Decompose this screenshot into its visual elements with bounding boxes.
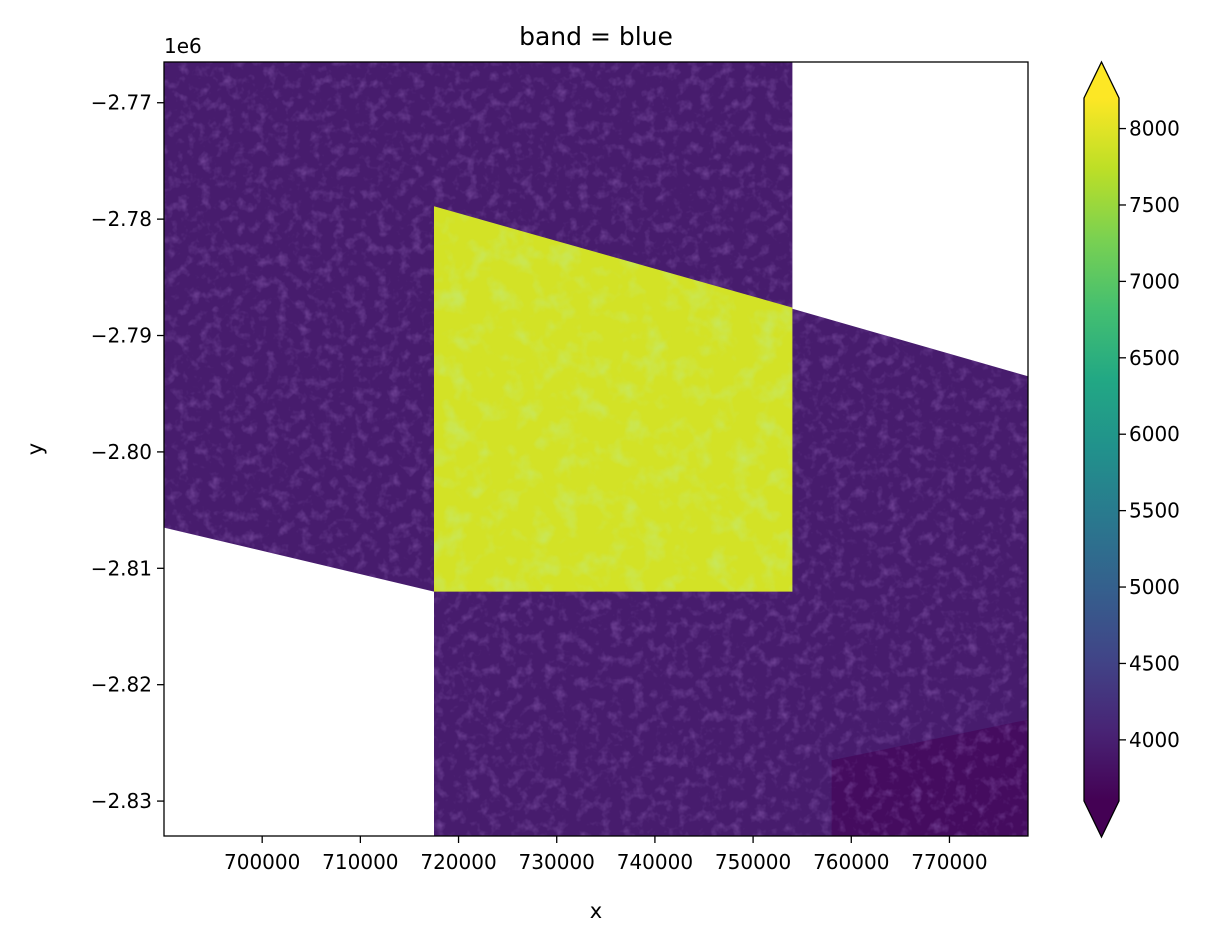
colorbar-tick-label: 5000 xyxy=(1129,575,1180,599)
x-axis-ticks: 700000 710000 720000 730000 740000 750000 7600… xyxy=(224,836,988,874)
colorbar-gradient xyxy=(1084,98,1119,801)
y-tick-label: −2.78 xyxy=(91,207,152,231)
x-tick-label: 720000 xyxy=(420,850,496,874)
x-axis-label: x xyxy=(590,899,602,923)
y-axis-offset-label: 1e6 xyxy=(164,34,202,58)
x-tick-label: 710000 xyxy=(322,850,398,874)
x-tick-label: 750000 xyxy=(715,850,791,874)
colorbar: 4000 4500 5000 5500 6000 6500 7000 7500 8000 xyxy=(1083,60,1180,839)
colorbar-tick-label: 6000 xyxy=(1129,422,1180,446)
colorbar-tick-label: 8000 xyxy=(1129,117,1180,141)
plot-area xyxy=(164,62,1028,836)
y-tick-label: −2.81 xyxy=(91,556,152,580)
axes-frame xyxy=(163,61,1029,837)
y-tick-label: −2.82 xyxy=(91,673,152,697)
y-tick-label: −2.77 xyxy=(91,91,152,115)
x-tick-label: 740000 xyxy=(617,850,693,874)
y-axis-label: y xyxy=(23,443,47,455)
colorbar-tick-label: 5500 xyxy=(1129,499,1180,523)
x-tick-label: 760000 xyxy=(813,850,889,874)
y-tick-label: −2.83 xyxy=(91,789,152,813)
x-tick-label: 770000 xyxy=(911,850,987,874)
y-axis-ticks: −2.77 −2.78 −2.79 −2.80 −2.81 −2.82 −2.83 xyxy=(91,91,164,813)
colorbar-tick-label: 4500 xyxy=(1129,651,1180,675)
chart-title: band = blue xyxy=(519,22,673,51)
colorbar-outline xyxy=(1083,60,1120,839)
y-tick-label: −2.79 xyxy=(91,324,152,348)
x-tick-label: 700000 xyxy=(224,850,300,874)
colorbar-tick-label: 7000 xyxy=(1129,269,1180,293)
y-tick-label: −2.80 xyxy=(91,440,152,464)
x-tick-label: 730000 xyxy=(519,850,595,874)
raster-texture-bright-tile xyxy=(434,206,793,592)
colorbar-extend-min xyxy=(1084,801,1119,837)
colorbar-tick-label: 4000 xyxy=(1129,728,1180,752)
colorbar-tick-label: 6500 xyxy=(1129,346,1180,370)
colorbar-tick-label: 7500 xyxy=(1129,193,1180,217)
raster-texture-dark-corner xyxy=(831,719,1028,836)
colorbar-extend-max xyxy=(1084,62,1119,98)
